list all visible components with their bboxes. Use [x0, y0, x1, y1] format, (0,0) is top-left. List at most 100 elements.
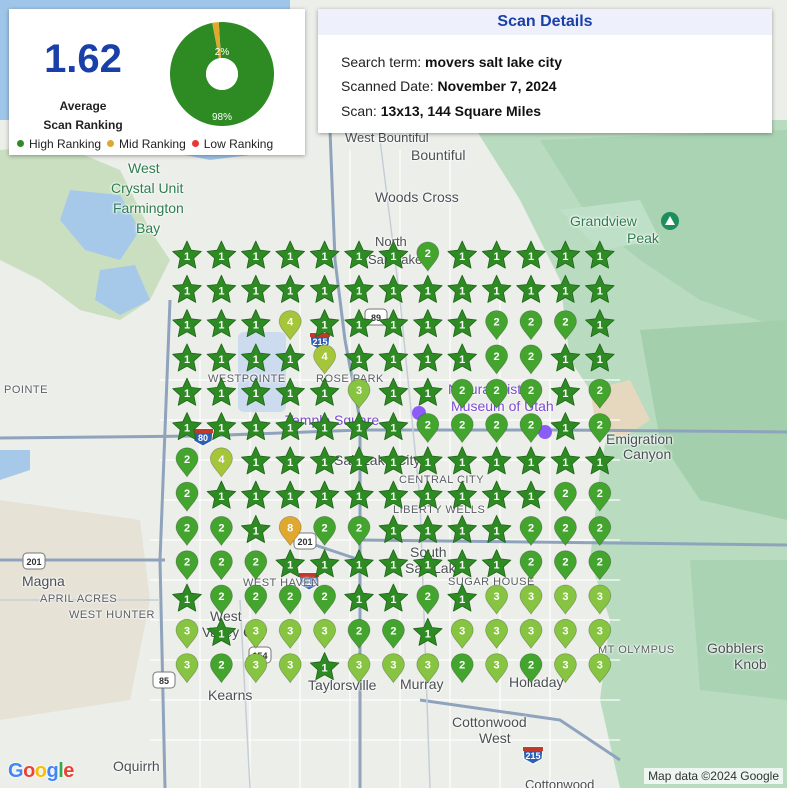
- ranking-marker[interactable]: 1: [275, 412, 305, 440]
- ranking-marker[interactable]: 1: [447, 240, 477, 269]
- ranking-marker[interactable]: 1: [447, 309, 477, 338]
- ranking-marker[interactable]: 1: [413, 377, 443, 406]
- ranking-marker[interactable]: 2: [450, 653, 474, 684]
- ranking-marker[interactable]: 1: [481, 240, 512, 269]
- ranking-marker[interactable]: 3: [244, 618, 268, 650]
- ranking-marker[interactable]: 1: [275, 446, 305, 475]
- ranking-marker[interactable]: 2: [209, 584, 233, 615]
- ranking-marker[interactable]: 2: [175, 481, 199, 512]
- ranking-marker[interactable]: 1: [378, 343, 409, 372]
- ranking-marker[interactable]: 1: [206, 617, 237, 646]
- ranking-marker[interactable]: 3: [519, 618, 543, 650]
- ranking-marker[interactable]: 2: [588, 516, 612, 547]
- ranking-marker[interactable]: 2: [175, 447, 199, 478]
- ranking-marker[interactable]: 1: [309, 412, 340, 440]
- ranking-marker[interactable]: 2: [209, 516, 233, 547]
- ranking-marker[interactable]: 1: [550, 240, 581, 269]
- ranking-marker[interactable]: 2: [244, 584, 268, 615]
- ranking-marker[interactable]: 1: [585, 240, 615, 269]
- ranking-marker[interactable]: 1: [585, 274, 615, 303]
- ranking-marker[interactable]: 1: [275, 343, 305, 372]
- map-attribution[interactable]: Map data ©2024 Google: [644, 768, 783, 784]
- ranking-marker[interactable]: 3: [175, 653, 199, 684]
- ranking-marker[interactable]: 3: [519, 584, 543, 615]
- ranking-marker[interactable]: 1: [413, 549, 443, 578]
- ranking-marker[interactable]: 1: [378, 480, 409, 509]
- ranking-marker[interactable]: 1: [516, 274, 546, 303]
- ranking-marker[interactable]: 2: [347, 618, 371, 650]
- ranking-marker[interactable]: 1: [206, 274, 237, 303]
- ranking-marker[interactable]: 1: [413, 343, 443, 372]
- ranking-marker[interactable]: 1: [585, 309, 615, 338]
- ranking-marker[interactable]: 1: [413, 515, 443, 543]
- ranking-marker[interactable]: 1: [241, 309, 271, 338]
- ranking-marker[interactable]: 3: [347, 378, 371, 409]
- ranking-marker[interactable]: 3: [175, 618, 199, 650]
- ranking-marker[interactable]: 2: [519, 550, 543, 581]
- ranking-marker[interactable]: 1: [309, 274, 340, 303]
- ranking-marker[interactable]: 3: [485, 584, 509, 615]
- ranking-marker[interactable]: 2: [175, 516, 199, 547]
- ranking-marker[interactable]: 2: [588, 481, 612, 512]
- ranking-marker[interactable]: 1: [172, 309, 202, 338]
- ranking-marker[interactable]: 2: [313, 516, 337, 547]
- ranking-marker[interactable]: 1: [550, 343, 581, 372]
- ranking-marker[interactable]: 3: [553, 584, 577, 615]
- ranking-marker[interactable]: 2: [485, 344, 509, 375]
- ranking-marker[interactable]: 2: [553, 516, 577, 547]
- ranking-marker[interactable]: 2: [416, 584, 440, 615]
- ranking-marker[interactable]: 1: [550, 446, 581, 475]
- ranking-marker[interactable]: 8: [278, 516, 302, 547]
- ranking-marker[interactable]: 2: [278, 584, 302, 615]
- ranking-marker[interactable]: 1: [206, 309, 237, 338]
- ranking-marker[interactable]: 3: [416, 653, 440, 684]
- ranking-marker[interactable]: 2: [209, 550, 233, 581]
- ranking-marker[interactable]: 3: [588, 653, 612, 684]
- ranking-marker[interactable]: 2: [519, 344, 543, 375]
- ranking-marker[interactable]: 1: [172, 377, 202, 406]
- ranking-marker[interactable]: 3: [553, 618, 577, 650]
- ranking-marker[interactable]: 1: [172, 274, 202, 303]
- ranking-marker[interactable]: 1: [172, 412, 202, 440]
- ranking-marker[interactable]: 1: [206, 343, 237, 372]
- ranking-marker[interactable]: 1: [206, 480, 237, 509]
- ranking-marker[interactable]: 1: [378, 412, 409, 440]
- ranking-marker[interactable]: 1: [344, 309, 374, 338]
- ranking-marker[interactable]: 2: [588, 550, 612, 581]
- ranking-marker[interactable]: 1: [378, 274, 409, 303]
- ranking-marker[interactable]: 1: [447, 446, 477, 475]
- ranking-marker[interactable]: 1: [378, 446, 409, 475]
- ranking-marker[interactable]: 1: [516, 446, 546, 475]
- ranking-marker[interactable]: 1: [447, 343, 477, 372]
- ranking-marker[interactable]: 2: [416, 413, 440, 444]
- ranking-marker[interactable]: 1: [516, 480, 546, 509]
- ranking-marker[interactable]: 3: [347, 653, 371, 684]
- ranking-marker[interactable]: 3: [553, 653, 577, 684]
- ranking-marker[interactable]: 2: [553, 310, 577, 341]
- ranking-marker[interactable]: 1: [413, 480, 443, 509]
- ranking-marker[interactable]: 1: [275, 240, 305, 269]
- ranking-marker[interactable]: 4: [313, 344, 337, 375]
- ranking-marker[interactable]: 2: [347, 516, 371, 547]
- ranking-marker[interactable]: 1: [378, 549, 409, 578]
- ranking-marker[interactable]: 2: [313, 584, 337, 615]
- ranking-marker[interactable]: 1: [344, 583, 374, 612]
- ranking-marker[interactable]: 1: [275, 274, 305, 303]
- ranking-marker[interactable]: 2: [519, 310, 543, 341]
- ranking-marker[interactable]: 2: [209, 653, 233, 684]
- ranking-marker[interactable]: 1: [378, 240, 409, 269]
- ranking-marker[interactable]: 1: [378, 515, 409, 543]
- ranking-marker[interactable]: 2: [416, 241, 440, 272]
- ranking-marker[interactable]: 2: [450, 413, 474, 444]
- ranking-marker[interactable]: 1: [378, 309, 409, 338]
- ranking-marker[interactable]: 1: [481, 446, 512, 475]
- ranking-marker[interactable]: 3: [278, 618, 302, 650]
- ranking-marker[interactable]: 3: [485, 618, 509, 650]
- ranking-marker[interactable]: 2: [588, 378, 612, 409]
- ranking-marker[interactable]: 1: [206, 240, 237, 269]
- ranking-marker[interactable]: 1: [309, 446, 340, 475]
- ranking-marker[interactable]: 1: [275, 480, 305, 509]
- ranking-marker[interactable]: 1: [413, 446, 443, 475]
- ranking-marker[interactable]: 2: [553, 481, 577, 512]
- ranking-marker[interactable]: 1: [516, 240, 546, 269]
